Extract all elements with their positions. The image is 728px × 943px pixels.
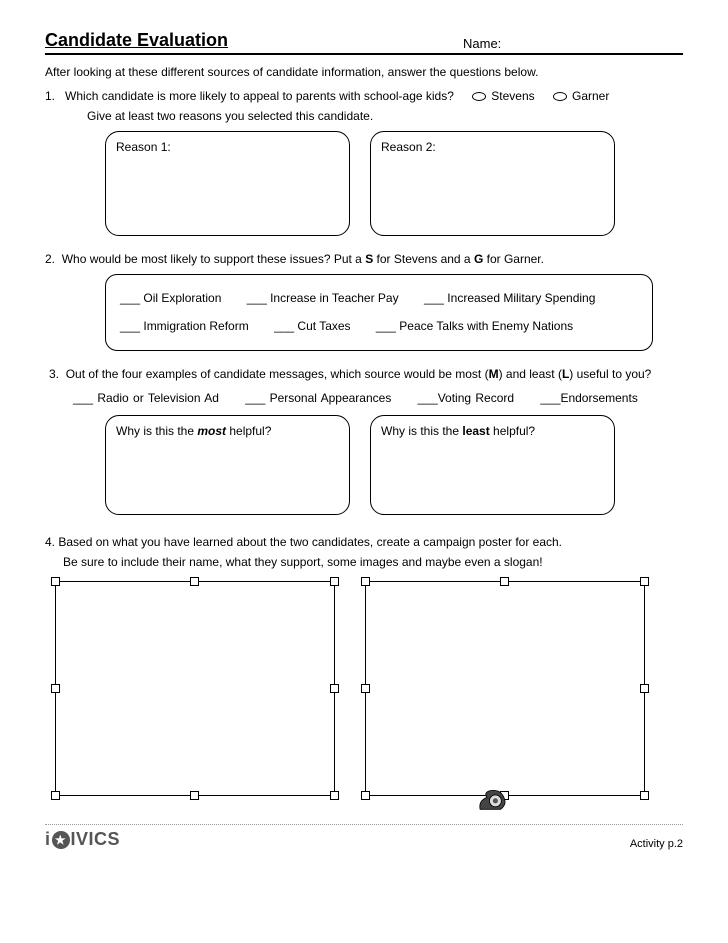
q2-bold-g: G: [474, 252, 483, 266]
resize-handle-icon: [51, 791, 60, 800]
resize-handle-icon: [190, 791, 199, 800]
q2-text-b: for Stevens and a: [373, 252, 474, 266]
resize-handle-icon: [330, 577, 339, 586]
poster-row: [45, 581, 683, 796]
reason-1-box[interactable]: Reason 1:: [105, 131, 350, 236]
q1-sub: Give at least two reasons you selected t…: [45, 109, 683, 123]
oval-checkbox-garner[interactable]: [553, 92, 567, 101]
footer: i★IVICS Activity p.2: [45, 824, 683, 850]
resize-handle-icon: [51, 577, 60, 586]
icivics-logo: i★IVICS: [45, 829, 120, 850]
why-most-c: helpful?: [226, 424, 271, 438]
source-endorsements[interactable]: ___Endorsements: [540, 391, 637, 405]
resize-handle-icon: [640, 791, 649, 800]
q3-text-a: Out of the four examples of candidate me…: [66, 367, 489, 381]
why-boxes: Why is this the most helpful? Why is thi…: [45, 415, 683, 515]
why-most-a: Why is this the: [116, 424, 197, 438]
q1-num: 1.: [45, 89, 55, 103]
page-title: Candidate Evaluation: [45, 30, 463, 51]
poster-2[interactable]: [365, 581, 645, 796]
q1-opt1: Stevens: [491, 89, 534, 103]
why-least-b: least: [462, 424, 489, 438]
why-most-b: most: [197, 424, 226, 438]
issue-cut-taxes[interactable]: ___ Cut Taxes: [274, 319, 351, 333]
poster-1[interactable]: [55, 581, 335, 796]
logo-post: IVICS: [71, 829, 121, 850]
q4-num: 4.: [45, 535, 55, 549]
resize-handle-icon: [51, 684, 60, 693]
header: Candidate Evaluation Name:: [45, 30, 683, 55]
q4-sub: Be sure to include their name, what they…: [45, 555, 683, 569]
question-1: 1. Which candidate is more likely to app…: [45, 89, 683, 103]
resize-handle-icon: [361, 791, 370, 800]
issue-military[interactable]: ___ Increased Military Spending: [424, 291, 595, 305]
reason-2-label: Reason 2:: [381, 140, 436, 154]
why-most-box[interactable]: Why is this the most helpful?: [105, 415, 350, 515]
why-least-a: Why is this the: [381, 424, 462, 438]
source-voting-record[interactable]: ___Voting Record: [418, 391, 514, 405]
issue-peace[interactable]: ___ Peace Talks with Enemy Nations: [376, 319, 573, 333]
issue-oil[interactable]: ___ Oil Exploration: [120, 291, 221, 305]
star-icon: ★: [52, 831, 70, 849]
question-2: 2. Who would be most likely to support t…: [45, 252, 683, 266]
resize-handle-icon: [361, 684, 370, 693]
question-4: 4. Based on what you have learned about …: [45, 535, 683, 549]
q2-bold-s: S: [365, 252, 373, 266]
oval-checkbox-stevens[interactable]: [472, 92, 486, 101]
q3-num: 3.: [49, 367, 59, 381]
resize-handle-icon: [190, 577, 199, 586]
q4-text: Based on what you have learned about the…: [58, 535, 562, 549]
question-3: 3. Out of the four examples of candidate…: [45, 367, 683, 381]
reason-boxes: Reason 1: Reason 2:: [45, 131, 683, 236]
issue-immigration[interactable]: ___ Immigration Reform: [120, 319, 249, 333]
tape-dispenser-icon: [475, 785, 509, 815]
resize-handle-icon: [361, 577, 370, 586]
issue-teacher-pay[interactable]: ___ Increase in Teacher Pay: [247, 291, 399, 305]
source-personal[interactable]: ___ Personal Appearances: [245, 391, 391, 405]
q2-text-a: Who would be most likely to support thes…: [62, 252, 366, 266]
q3-text-b: ) and least (: [499, 367, 562, 381]
sources-line: ___ Radio or Television Ad ___ Personal …: [45, 391, 683, 405]
why-least-box[interactable]: Why is this the least helpful?: [370, 415, 615, 515]
name-label: Name:: [463, 36, 683, 51]
reason-2-box[interactable]: Reason 2:: [370, 131, 615, 236]
q1-text: Which candidate is more likely to appeal…: [65, 89, 454, 103]
resize-handle-icon: [330, 791, 339, 800]
reason-1-label: Reason 1:: [116, 140, 171, 154]
q1-opt2: Garner: [572, 89, 609, 103]
resize-handle-icon: [640, 684, 649, 693]
source-radio-tv[interactable]: ___ Radio or Television Ad: [73, 391, 219, 405]
q3-text-c: ) useful to you?: [569, 367, 651, 381]
resize-handle-icon: [640, 577, 649, 586]
resize-handle-icon: [500, 577, 509, 586]
q3-bold-m: M: [489, 367, 499, 381]
page-number: Activity p.2: [630, 838, 683, 850]
q2-num: 2.: [45, 252, 55, 266]
why-least-c: helpful?: [490, 424, 535, 438]
q2-text-c: for Garner.: [483, 252, 544, 266]
logo-pre: i: [45, 829, 51, 850]
intro-text: After looking at these different sources…: [45, 65, 683, 79]
resize-handle-icon: [330, 684, 339, 693]
issues-box: ___ Oil Exploration ___ Increase in Teac…: [105, 274, 653, 351]
